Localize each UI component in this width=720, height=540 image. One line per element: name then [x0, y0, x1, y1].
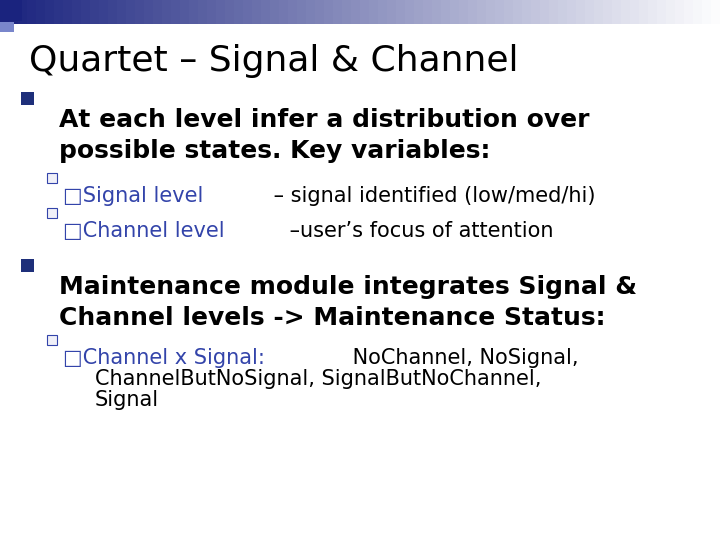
- Bar: [234, 0, 245, 24]
- Text: Quartet – Signal & Channel: Quartet – Signal & Channel: [29, 44, 518, 78]
- Bar: [36, 0, 46, 24]
- Bar: [603, 0, 613, 24]
- Bar: [198, 0, 209, 24]
- Bar: [63, 0, 73, 24]
- Bar: [459, 0, 469, 24]
- Bar: [279, 0, 289, 24]
- Text: □Channel x Signal:: □Channel x Signal:: [63, 348, 264, 368]
- Bar: [657, 0, 667, 24]
- Bar: [693, 0, 703, 24]
- Bar: [414, 0, 424, 24]
- Bar: [18, 0, 29, 24]
- Bar: [702, 0, 712, 24]
- Bar: [450, 0, 461, 24]
- Bar: [243, 0, 253, 24]
- Bar: [621, 0, 631, 24]
- Bar: [81, 0, 91, 24]
- Bar: [639, 0, 649, 24]
- Bar: [585, 0, 595, 24]
- Bar: [47, 208, 57, 218]
- Bar: [387, 0, 397, 24]
- Text: □Signal level: □Signal level: [63, 186, 203, 206]
- Bar: [216, 0, 226, 24]
- Bar: [423, 0, 433, 24]
- Bar: [45, 0, 55, 24]
- Bar: [504, 0, 514, 24]
- Bar: [630, 0, 641, 24]
- Bar: [306, 0, 317, 24]
- Bar: [576, 0, 586, 24]
- Bar: [342, 0, 353, 24]
- Bar: [99, 0, 109, 24]
- Bar: [711, 0, 720, 24]
- Bar: [432, 0, 442, 24]
- Bar: [495, 0, 505, 24]
- Bar: [47, 173, 57, 183]
- Bar: [324, 0, 334, 24]
- Bar: [297, 0, 307, 24]
- Bar: [549, 0, 559, 24]
- Text: ChannelButNoSignal, SignalButNoChannel,: ChannelButNoSignal, SignalButNoChannel,: [95, 369, 541, 389]
- Bar: [180, 0, 190, 24]
- Text: □Channel level: □Channel level: [63, 221, 224, 241]
- Bar: [288, 0, 299, 24]
- Bar: [675, 0, 685, 24]
- Bar: [477, 0, 487, 24]
- Bar: [468, 0, 478, 24]
- Bar: [486, 0, 497, 24]
- Bar: [0, 0, 22, 21]
- Bar: [225, 0, 235, 24]
- Bar: [108, 0, 119, 24]
- Bar: [153, 0, 163, 24]
- Bar: [648, 0, 658, 24]
- Bar: [21, 259, 34, 272]
- Bar: [135, 0, 145, 24]
- Text: – signal identified (low/med/hi): – signal identified (low/med/hi): [267, 186, 596, 206]
- Text: At each level infer a distribution over
possible states. Key variables:: At each level infer a distribution over …: [59, 108, 590, 163]
- Bar: [351, 0, 361, 24]
- Bar: [126, 0, 137, 24]
- Bar: [531, 0, 541, 24]
- Bar: [666, 0, 677, 24]
- Bar: [9, 0, 19, 24]
- Bar: [72, 0, 82, 24]
- Bar: [117, 0, 127, 24]
- Bar: [252, 0, 262, 24]
- Bar: [333, 0, 343, 24]
- Bar: [261, 0, 271, 24]
- Bar: [567, 0, 577, 24]
- Bar: [369, 0, 379, 24]
- Bar: [47, 335, 57, 345]
- Bar: [144, 0, 154, 24]
- Bar: [522, 0, 532, 24]
- Bar: [0, 0, 11, 24]
- Bar: [189, 0, 199, 24]
- Bar: [171, 0, 181, 24]
- Bar: [90, 0, 101, 24]
- Text: Maintenance module integrates Signal &
Channel levels -> Maintenance Status:: Maintenance module integrates Signal & C…: [59, 275, 637, 330]
- Bar: [513, 0, 523, 24]
- Bar: [315, 0, 325, 24]
- Bar: [162, 0, 173, 24]
- Bar: [441, 0, 451, 24]
- Bar: [540, 0, 550, 24]
- Text: NoChannel, NoSignal,: NoChannel, NoSignal,: [346, 348, 579, 368]
- Bar: [0, 22, 14, 32]
- Bar: [360, 0, 370, 24]
- Bar: [207, 0, 217, 24]
- Bar: [396, 0, 407, 24]
- Bar: [405, 0, 415, 24]
- Bar: [21, 92, 34, 105]
- Bar: [270, 0, 281, 24]
- Bar: [378, 0, 389, 24]
- Bar: [558, 0, 569, 24]
- Text: Signal: Signal: [95, 390, 159, 410]
- Bar: [54, 0, 65, 24]
- Bar: [684, 0, 694, 24]
- Text: –user’s focus of attention: –user’s focus of attention: [283, 221, 554, 241]
- Bar: [594, 0, 604, 24]
- Bar: [27, 0, 37, 24]
- Bar: [612, 0, 622, 24]
